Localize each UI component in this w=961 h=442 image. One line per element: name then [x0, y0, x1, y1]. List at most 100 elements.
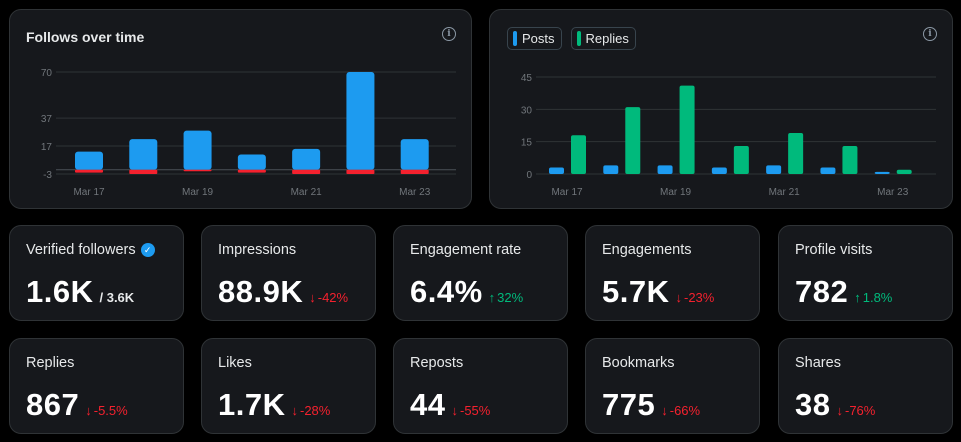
follow-bar [292, 148, 321, 170]
stat-value-row: 88.9K ↓ -42% [218, 274, 348, 310]
follow-bar [75, 151, 103, 170]
posts-swatch [513, 31, 517, 46]
posts-bar [549, 167, 564, 174]
y-tick-label: -3 [43, 170, 52, 181]
stat-label-text: Verified followers [26, 242, 136, 258]
stat-card-impressions[interactable]: Impressions 88.9K ↓ -42% [201, 225, 376, 321]
verified-badge-icon: ✓ [140, 243, 155, 257]
stat-label: Likes [218, 355, 252, 371]
stat-change: ↑ 1.8% [854, 290, 892, 305]
legend-item-posts[interactable]: Posts [507, 27, 562, 50]
stat-label: Reposts [410, 355, 464, 371]
unfollow-bar [400, 169, 429, 174]
stat-value-row: 1.7K ↓ -28% [218, 387, 330, 423]
info-icon[interactable]: i [442, 27, 456, 41]
stat-total: / 3.6K [99, 290, 135, 305]
stat-card-reposts[interactable]: Reposts 44 ↓ -55% [393, 338, 568, 434]
stat-change-value: -55% [459, 403, 491, 418]
unfollow-bar [237, 169, 266, 173]
stat-card-likes[interactable]: Likes 1.7K ↓ -28% [201, 338, 376, 434]
stat-value: 782 [795, 274, 849, 309]
stat-value: 775 [602, 387, 656, 422]
posts-replies-chart-card: Posts Replies i 45 30 15 0 Mar 17 Mar 19 Mar 2… [489, 9, 953, 209]
posts-replies-chart: 45 30 15 0 Mar 17 Mar 19 Mar 21 Mar 23 [521, 73, 936, 198]
stat-label: Profile visits [795, 242, 873, 258]
unfollow-bar [292, 169, 321, 174]
follow-bar [129, 139, 158, 170]
follow-bar [237, 154, 266, 170]
stat-card-verified-followers[interactable]: Verified followers ✓ 1.6K / 3.6K [9, 225, 184, 321]
stat-change-value: -28% [299, 403, 331, 418]
arrow-down-icon: ↓ [451, 403, 458, 418]
legend-item-replies[interactable]: Replies [570, 27, 636, 50]
replies-bar [788, 133, 804, 174]
stat-value-row: 38 ↓ -76% [795, 387, 875, 423]
arrow-down-icon: ↓ [291, 403, 298, 418]
follows-chart: 70 37 17 -3 Mar 17 Mar 19 Mar 21 Mar 23 [41, 68, 456, 198]
posts-bar [766, 165, 782, 174]
stat-value-row: 1.6K / 3.6K [26, 274, 134, 310]
chart-legend: Posts Replies [507, 27, 636, 50]
stat-value-row: 44 ↓ -55% [410, 387, 490, 423]
arrow-down-icon: ↓ [675, 290, 682, 305]
stat-label: Impressions [218, 242, 297, 258]
stat-card-profile-visits[interactable]: Profile visits 782 ↑ 1.8% [778, 225, 953, 321]
posts-bar [711, 167, 727, 174]
follows-chart-title: Follows over time [26, 29, 145, 45]
stat-change-value: -23% [683, 290, 715, 305]
x-tick-label: Mar 21 [291, 187, 323, 198]
follow-bar [346, 72, 375, 170]
stat-value: 6.4% [410, 274, 483, 309]
stat-card-engagements[interactable]: Engagements 5.7K ↓ -23% [585, 225, 760, 321]
arrow-down-icon: ↓ [661, 403, 668, 418]
stat-change: ↓ -28% [291, 403, 330, 418]
stat-value-row: 867 ↓ -5.5% [26, 387, 128, 423]
stat-value: 1.6K [26, 274, 94, 309]
stat-card-replies[interactable]: Replies 867 ↓ -5.5% [9, 338, 184, 434]
y-tick-label: 30 [521, 105, 533, 116]
replies-bar [679, 85, 695, 174]
unfollow-bar [346, 169, 375, 174]
replies-bar [896, 169, 912, 174]
stat-change: ↓ -23% [675, 290, 714, 305]
x-tick-label: Mar 21 [769, 187, 801, 198]
stat-value-row: 5.7K ↓ -23% [602, 274, 714, 310]
stat-card-engagement-rate[interactable]: Engagement rate 6.4% ↑ 32% [393, 225, 568, 321]
x-tick-label: Mar 19 [182, 187, 214, 198]
unfollow-bar [183, 169, 212, 172]
stat-value-row: 782 ↑ 1.8% [795, 274, 892, 310]
y-tick-label: 0 [526, 170, 532, 181]
stat-value-row: 6.4% ↑ 32% [410, 274, 523, 310]
stat-change-value: -5.5% [93, 403, 128, 418]
stat-card-shares[interactable]: Shares 38 ↓ -76% [778, 338, 953, 434]
arrow-up-icon: ↑ [854, 290, 861, 305]
replies-bar [733, 145, 749, 174]
stat-change-value: -42% [317, 290, 349, 305]
posts-bar [657, 165, 673, 174]
stat-value: 38 [795, 387, 831, 422]
posts-bar [874, 171, 890, 174]
y-tick-label: 45 [521, 73, 533, 84]
y-tick-label: 70 [41, 68, 53, 79]
x-tick-label: Mar 17 [73, 187, 105, 198]
arrow-up-icon: ↑ [488, 290, 496, 305]
stat-card-bookmarks[interactable]: Bookmarks 775 ↓ -66% [585, 338, 760, 434]
unfollow-bar [129, 169, 158, 174]
stat-change-value: -66% [669, 403, 701, 418]
replies-bar [625, 107, 641, 174]
arrow-down-icon: ↓ [309, 290, 316, 305]
stat-change: ↓ -55% [451, 403, 490, 418]
stat-label: Bookmarks [602, 355, 675, 371]
stat-label: Verified followers ✓ [26, 242, 155, 258]
stat-label: Replies [26, 355, 75, 371]
stat-change-value: 32% [497, 290, 524, 305]
follow-bar [400, 139, 429, 170]
stat-change: ↓ -5.5% [85, 403, 127, 418]
x-tick-label: Mar 17 [551, 187, 583, 198]
info-icon[interactable]: i [923, 27, 937, 41]
stat-change-value: 1.8% [862, 290, 893, 305]
legend-label-replies: Replies [585, 31, 629, 46]
stat-label: Engagements [602, 242, 692, 258]
stat-value: 5.7K [602, 274, 670, 309]
stat-change: ↓ -76% [836, 403, 875, 418]
